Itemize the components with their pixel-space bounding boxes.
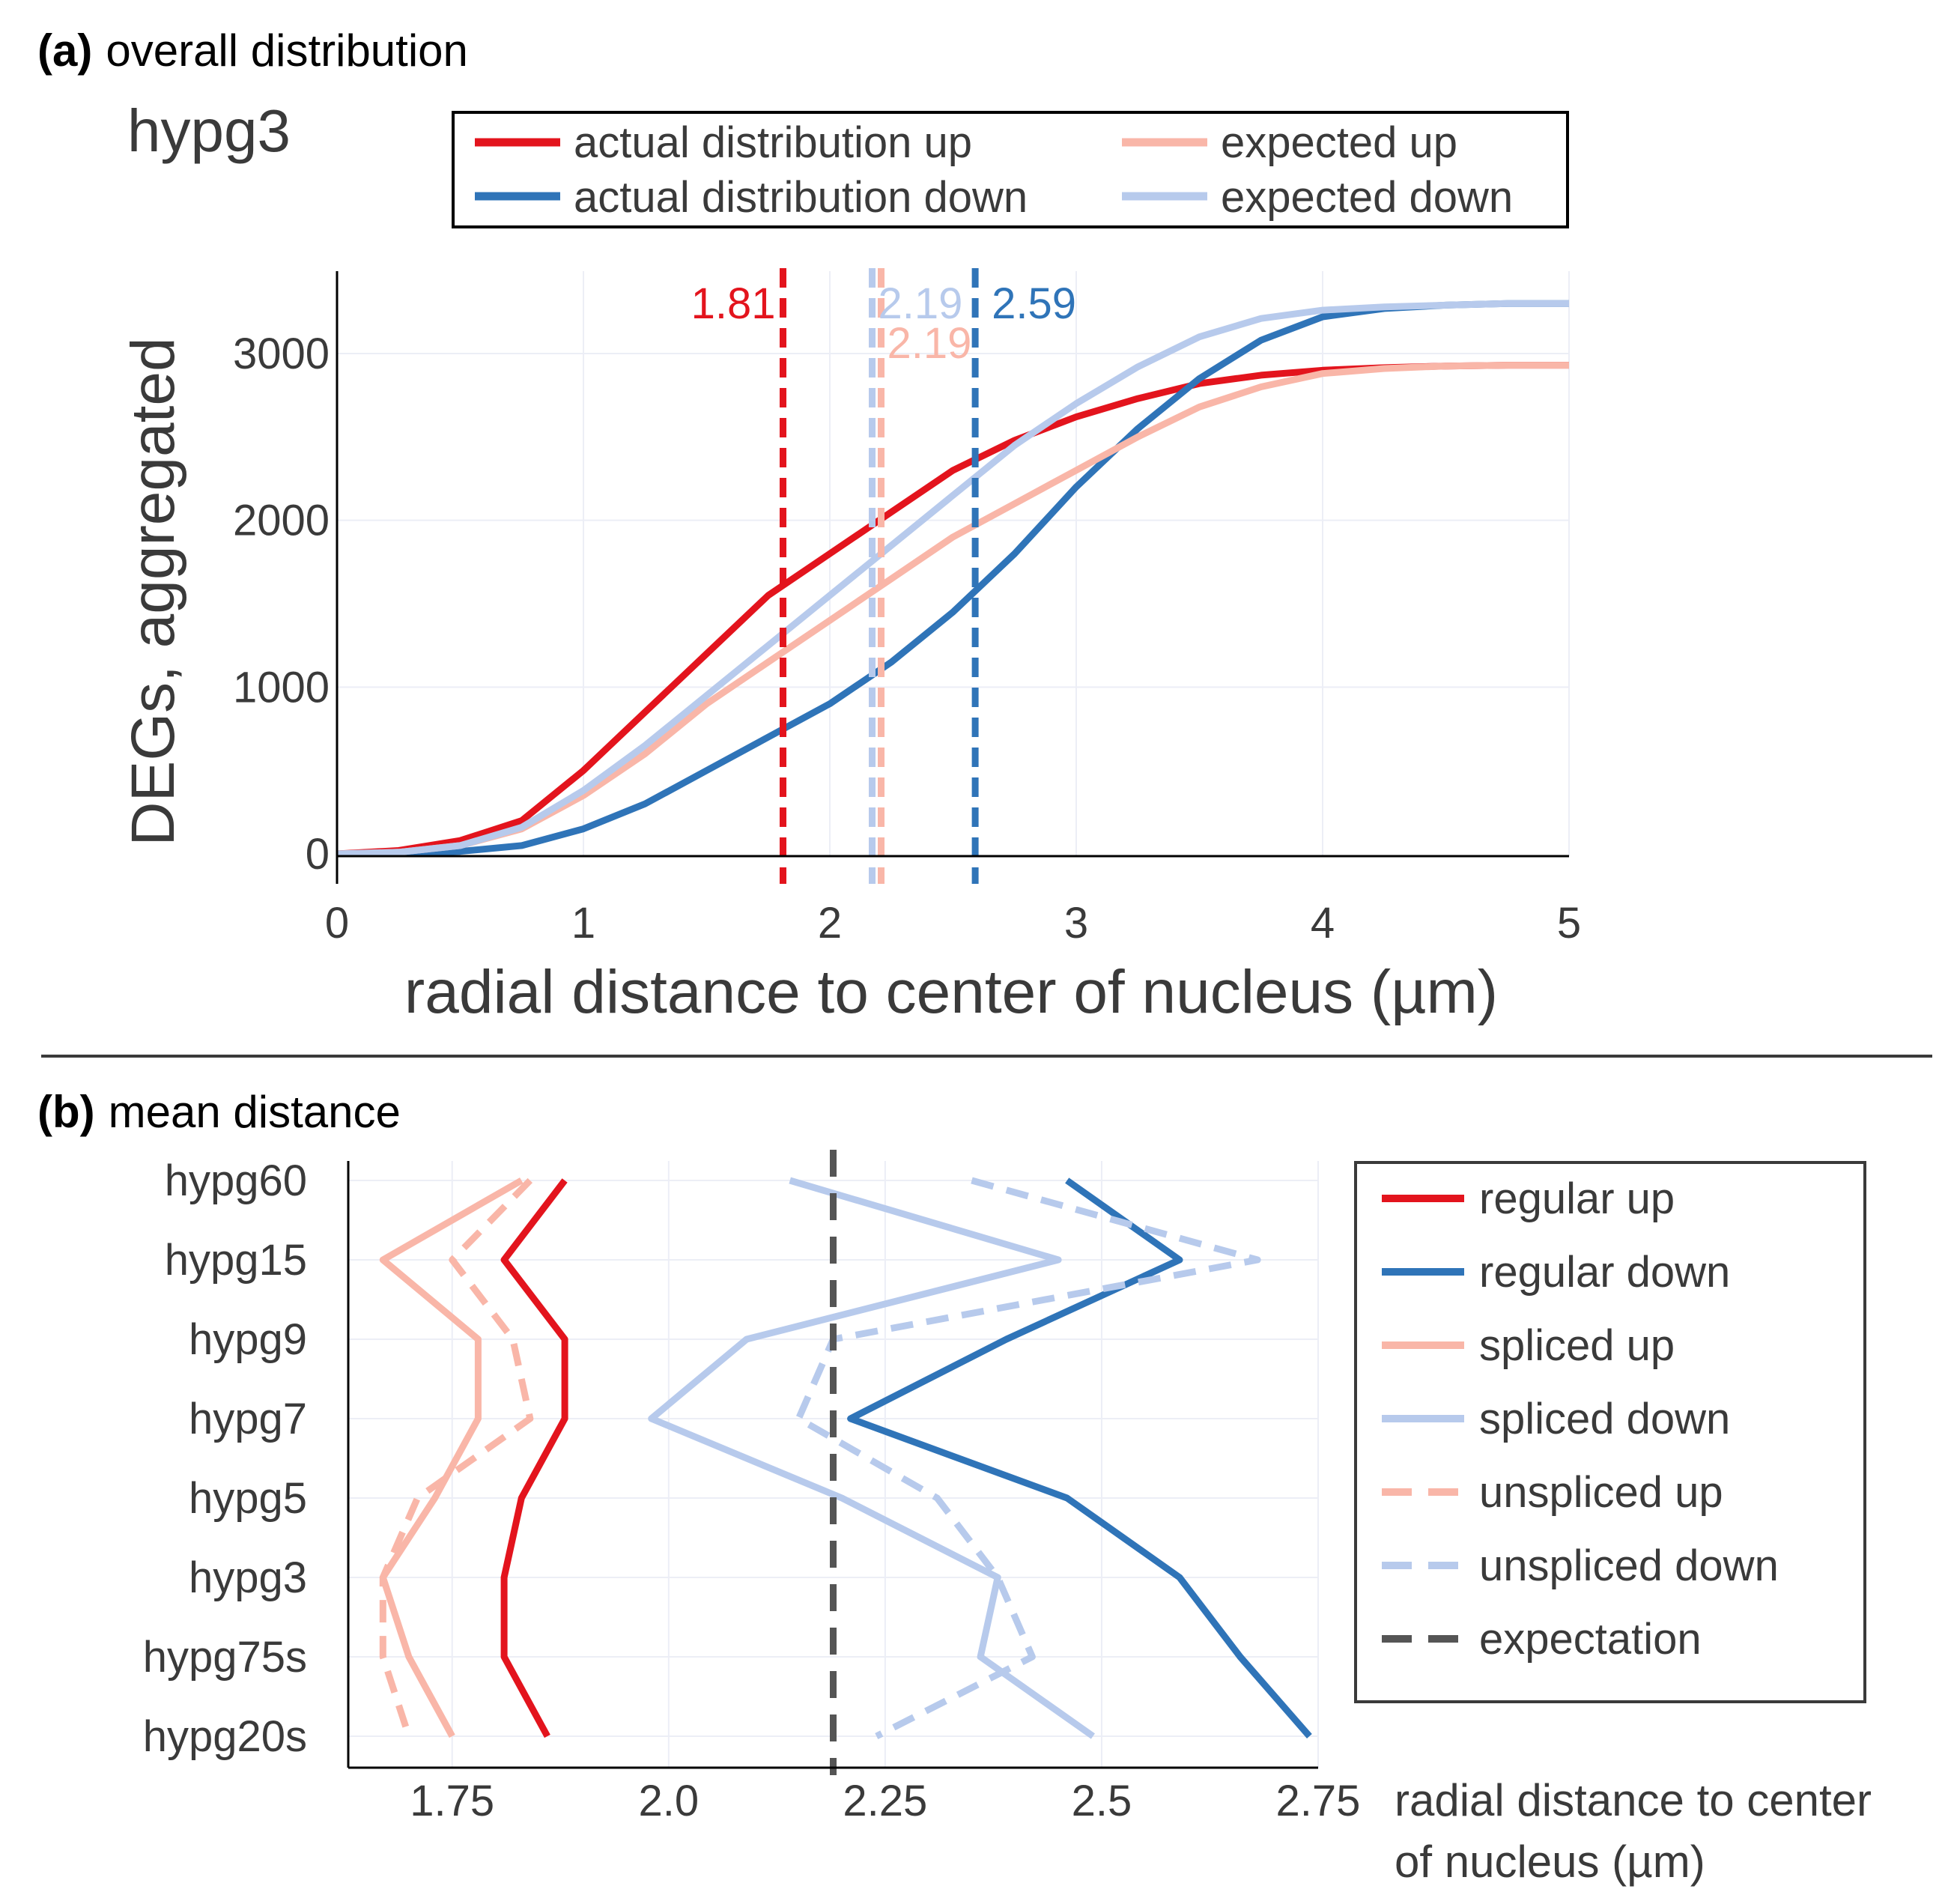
series-b-spliced-down <box>648 1177 1095 1739</box>
chart-a-title: hypg3 <box>127 97 291 164</box>
series-b-unspliced-down <box>795 1177 1261 1740</box>
legend-b-label-spliced-down: spliced down <box>1479 1395 1730 1443</box>
y-tick-a-1000: 1000 <box>233 663 330 712</box>
legend-b-box <box>1354 1161 1866 1703</box>
tick-labels-a: 0 1 2 3 4 5 0 1000 2000 3000 <box>233 330 1581 948</box>
legend-b-label-expectation: expectation <box>1479 1615 1702 1664</box>
x-axis-label-a: radial distance to center of nucleus (µm… <box>404 958 1498 1026</box>
legend-a-label-actual-up: actual distribution up <box>574 118 972 167</box>
legend-a: actual distribution up actual distributi… <box>452 111 1569 228</box>
mean-label-a-3: 2.59 <box>992 279 1076 328</box>
legend-a-box <box>452 111 1569 228</box>
x-tick-b-1.75: 1.75 <box>410 1777 494 1825</box>
legend-b-label-regular-up: regular up <box>1479 1174 1675 1223</box>
legend-b-label-unspliced-down: unspliced down <box>1479 1541 1779 1590</box>
axes-b <box>347 1161 1318 1769</box>
x-tick-a-1: 1 <box>571 899 595 948</box>
legend-b-label-spliced-up: spliced up <box>1479 1321 1675 1370</box>
series-lines-b <box>379 1150 1312 1775</box>
panel-a-overall-distribution: (a) overall distribution hypg3 actual dis… <box>37 25 1581 1026</box>
legend-b-label-unspliced-up: unspliced up <box>1479 1468 1723 1517</box>
x-tick-b-2.5: 2.5 <box>1072 1777 1132 1825</box>
y-tick-b-hypg5: hypg5 <box>189 1474 307 1523</box>
legend-a-label-expected-down: expected down <box>1221 173 1513 222</box>
series-b-spliced-up <box>379 1177 524 1738</box>
series-b-regular-up <box>500 1178 568 1738</box>
panel-b-mean-distance: (b) mean distance 1.75 2.0 2.25 2.5 2.75 hypg6… <box>37 1087 1872 1887</box>
x-tick-b-2.75: 2.75 <box>1276 1777 1361 1825</box>
y-tick-b-hypg20s: hypg20s <box>143 1712 307 1761</box>
x-tick-a-0: 0 <box>325 899 349 948</box>
panel-a-heading: (a) overall distribution <box>37 25 468 76</box>
mean-lines-a: 1.81 2.192.19 2.59 <box>691 268 1076 884</box>
series-a-actual-distribution-down <box>336 300 1569 858</box>
y-tick-b-hypg9: hypg9 <box>189 1315 307 1364</box>
mean-label-a-0: 1.81 <box>691 279 776 328</box>
y-axis-label-a: DEGs, aggregated <box>119 337 187 846</box>
y-tick-b-hypg75s: hypg75s <box>143 1633 307 1682</box>
x-tick-b-2: 2.0 <box>638 1777 699 1825</box>
legend-a-label-actual-down: actual distribution down <box>574 173 1028 222</box>
y-tick-a-3000: 3000 <box>233 330 330 378</box>
series-a-expected-down <box>336 300 1569 858</box>
gridlines-a <box>337 271 1570 856</box>
series-b-unspliced-up <box>379 1177 534 1738</box>
x-axis-label-b-line1: radial distance to center <box>1395 1775 1872 1825</box>
y-tick-b-hypg7: hypg7 <box>189 1395 307 1443</box>
y-tick-a-2000: 2000 <box>233 497 330 545</box>
y-tick-b-hypg3: hypg3 <box>189 1553 307 1602</box>
series-b-regular-down <box>847 1177 1312 1738</box>
panel-a-label: (a) <box>37 25 92 76</box>
y-tick-a-0: 0 <box>306 830 330 879</box>
axes-a <box>336 271 1569 884</box>
panel-b-title: mean distance <box>109 1087 401 1137</box>
y-tick-b-hypg60: hypg60 <box>165 1156 307 1205</box>
x-tick-b-2.25: 2.25 <box>843 1777 927 1825</box>
panel-b-label: (b) <box>37 1087 95 1137</box>
tick-labels-b: 1.75 2.0 2.25 2.5 2.75 hypg60 hypg15 hypg9 hypg7… <box>143 1156 1361 1825</box>
legend-b-label-regular-down: regular down <box>1479 1248 1730 1297</box>
panel-b-heading: (b) mean distance <box>37 1087 401 1137</box>
x-tick-a-4: 4 <box>1311 899 1335 948</box>
legend-a-label-expected-up: expected up <box>1221 118 1457 167</box>
legend-b: regular up regular down spliced up spliced … <box>1354 1161 1866 1703</box>
x-tick-a-5: 5 <box>1557 899 1581 948</box>
series-lines-a <box>336 300 1569 858</box>
x-tick-a-2: 2 <box>818 899 842 948</box>
panel-a-title: overall distribution <box>106 25 468 76</box>
y-tick-b-hypg15: hypg15 <box>165 1236 307 1285</box>
mean-label-a-2: 2.19 <box>879 279 963 328</box>
mean-label-a-1: 2.19 <box>887 319 972 368</box>
x-tick-a-3: 3 <box>1064 899 1088 948</box>
x-axis-label-b-line2: of nucleus (µm) <box>1395 1837 1705 1887</box>
